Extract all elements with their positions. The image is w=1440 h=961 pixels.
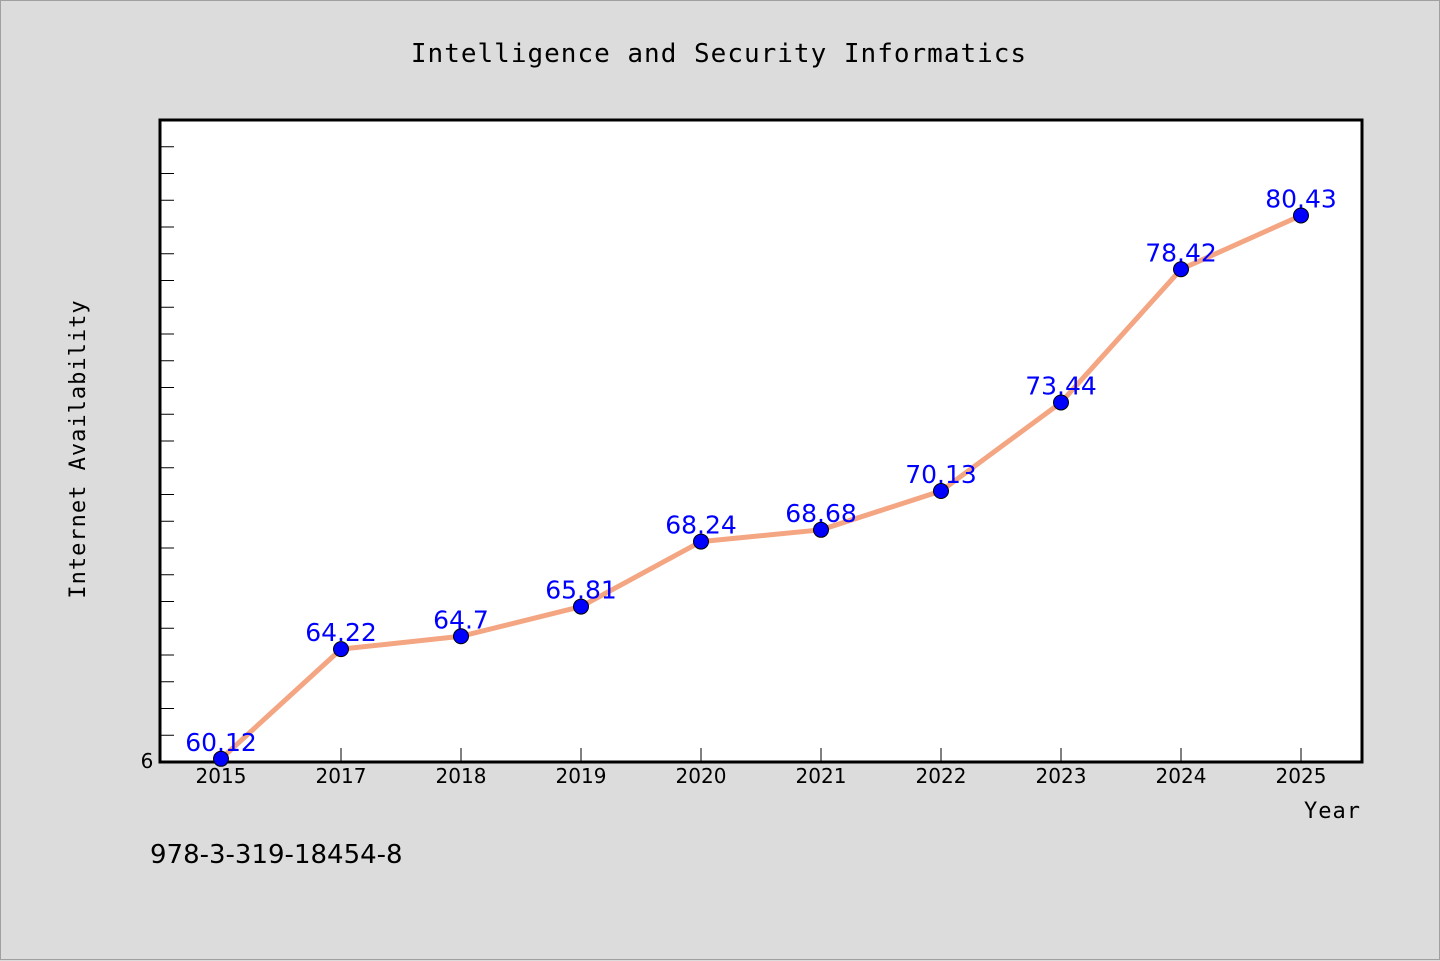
data-label: 65.81 xyxy=(545,576,617,605)
chart-title: Intelligence and Security Informatics xyxy=(411,39,1027,69)
x-tick-label: 2015 xyxy=(196,764,247,788)
data-label: 78.42 xyxy=(1145,238,1217,267)
data-point xyxy=(1173,261,1189,278)
data-label: 64.22 xyxy=(305,618,377,647)
data-point xyxy=(213,750,229,767)
data-label: 68.68 xyxy=(785,499,857,528)
data-point xyxy=(1053,394,1069,411)
data-point xyxy=(573,598,589,615)
x-axis-label: Year xyxy=(1304,799,1361,824)
data-label: 64.7 xyxy=(433,605,489,634)
data-label: 70.13 xyxy=(905,460,977,489)
plot-area xyxy=(158,118,1364,764)
data-label: 73.44 xyxy=(1025,371,1097,400)
data-point xyxy=(933,483,949,500)
data-point xyxy=(453,628,469,645)
x-tick-label: 2025 xyxy=(1276,764,1327,788)
x-tick-label: 2024 xyxy=(1156,764,1207,788)
data-point xyxy=(813,521,829,538)
series-layer: 60.12 64.22 64.7 65.81 68.24 68.68 70.13 73.44 7… xyxy=(185,184,1337,767)
x-tick-label: 2022 xyxy=(916,764,967,788)
data-label: 80.43 xyxy=(1265,184,1337,213)
data-label: 60.12 xyxy=(185,728,257,757)
x-axis-ticks: 2015 2017 2018 2019 2020 2021 2022 2023 2024 2025 xyxy=(196,748,1327,788)
x-tick-label: 2018 xyxy=(436,764,487,788)
x-tick-label: 2023 xyxy=(1036,764,1087,788)
x-tick-label: 2017 xyxy=(316,764,367,788)
data-point xyxy=(693,533,709,550)
data-label: 68.24 xyxy=(665,511,737,540)
x-tick-label: 2020 xyxy=(676,764,727,788)
data-point xyxy=(333,641,349,658)
y-tick-label: 6 xyxy=(141,749,154,773)
footer-isbn: 978-3-319-18454-8 xyxy=(150,840,403,870)
series-line xyxy=(219,213,1303,761)
x-tick-label: 2019 xyxy=(556,764,607,788)
y-axis-label: Internet Availability xyxy=(66,299,91,598)
data-point xyxy=(1293,207,1309,224)
x-tick-label: 2021 xyxy=(796,764,847,788)
y-axis-ticks xyxy=(160,146,174,736)
